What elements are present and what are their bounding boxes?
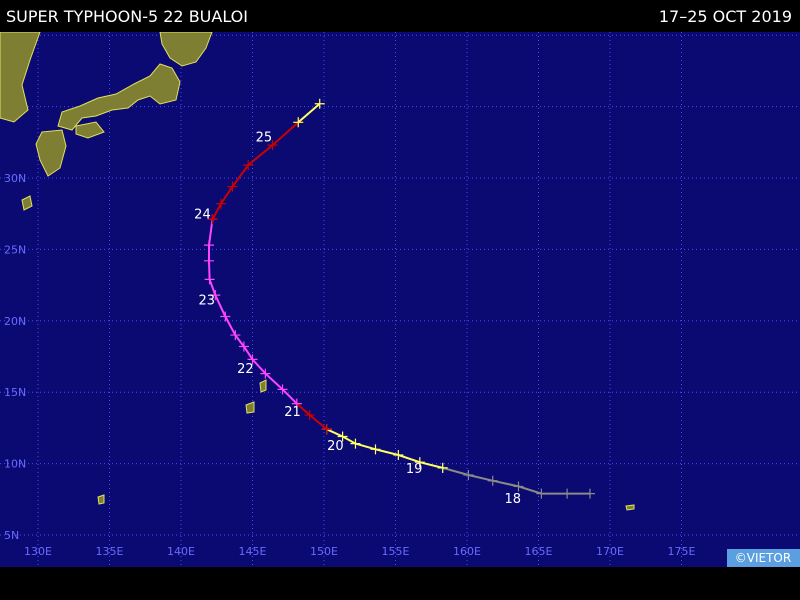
lon-label: 155E [382, 545, 410, 558]
lat-label: 25N [4, 243, 26, 256]
track-fix [247, 354, 258, 365]
day-label: 18 [504, 492, 521, 507]
day-labels: 18 19 20 21 22 23 24 25 [194, 131, 521, 507]
credit-box [727, 549, 800, 567]
track-fix [437, 462, 448, 473]
track-fix [414, 457, 425, 468]
hokkaido [159, 31, 213, 67]
track-fix [227, 181, 238, 192]
day-label: 25 [256, 131, 273, 146]
honshu [57, 63, 181, 131]
lon-label: 140E [167, 545, 195, 558]
lon-label: 135E [96, 545, 124, 558]
track-fix [293, 117, 304, 128]
lon-label: 145E [239, 545, 267, 558]
track-segment [211, 121, 299, 220]
island [245, 401, 255, 414]
track-fix [314, 98, 325, 109]
day-label: 24 [194, 208, 211, 223]
track-fix [337, 431, 348, 442]
track-fix [513, 481, 524, 492]
lon-label: 130E [24, 545, 52, 558]
island [259, 379, 267, 393]
day-label: 23 [198, 293, 215, 308]
track-fix [321, 424, 332, 435]
track-fix [350, 438, 361, 449]
track-fix [216, 198, 227, 209]
day-label: 20 [327, 439, 344, 454]
date-range: 17–25 OCT 2019 [659, 7, 792, 26]
lat-label: 30N [4, 172, 26, 185]
credit: ©VIETOR [735, 551, 791, 565]
ocean [0, 32, 800, 567]
track-fix [304, 410, 315, 421]
track-fix [277, 384, 288, 395]
track-fix [260, 368, 271, 379]
track-fix [220, 311, 231, 322]
lon-label: 170E [596, 545, 624, 558]
lon-label: 160E [453, 545, 481, 558]
lat-label: 20N [4, 315, 26, 328]
lon-label: 150E [310, 545, 338, 558]
lon-label: 165E [525, 545, 553, 558]
day-label: 21 [284, 405, 301, 420]
track-fix [393, 450, 404, 461]
track-fix [487, 475, 498, 486]
graticule: 5N10N15N20N25N30N35N40N130E135E140E145E1… [0, 29, 800, 567]
island [21, 195, 33, 211]
track-fix [204, 240, 215, 251]
island [625, 504, 635, 511]
track-fix [291, 398, 302, 409]
korea [0, 31, 41, 123]
footer-bar [0, 567, 800, 600]
track-fix [562, 488, 573, 499]
land [0, 31, 635, 511]
track-fix [230, 330, 241, 341]
header-bar [0, 0, 800, 32]
track-fix [204, 274, 215, 285]
track-fix [463, 470, 474, 481]
track-fix [210, 290, 221, 301]
track-fix [238, 341, 249, 352]
track-fix [243, 160, 254, 171]
track-fix [370, 444, 381, 455]
day-label: 22 [237, 362, 254, 377]
island [97, 494, 105, 505]
kyushu [35, 129, 67, 177]
lat-label: 5N [4, 529, 19, 542]
track-fix [207, 214, 218, 225]
day-label: 19 [406, 462, 423, 477]
shikoku [75, 121, 105, 139]
track-fix [536, 488, 547, 499]
lon-label: 175E [668, 545, 696, 558]
track-segment [297, 102, 321, 124]
track-fix [584, 488, 595, 499]
lat-label: 10N [4, 458, 26, 471]
title: SUPER TYPHOON-5 22 BUALOI [6, 7, 248, 26]
track-fix [267, 140, 278, 151]
track-fix [204, 255, 215, 266]
lat-label: 15N [4, 386, 26, 399]
storm-track [204, 98, 595, 499]
